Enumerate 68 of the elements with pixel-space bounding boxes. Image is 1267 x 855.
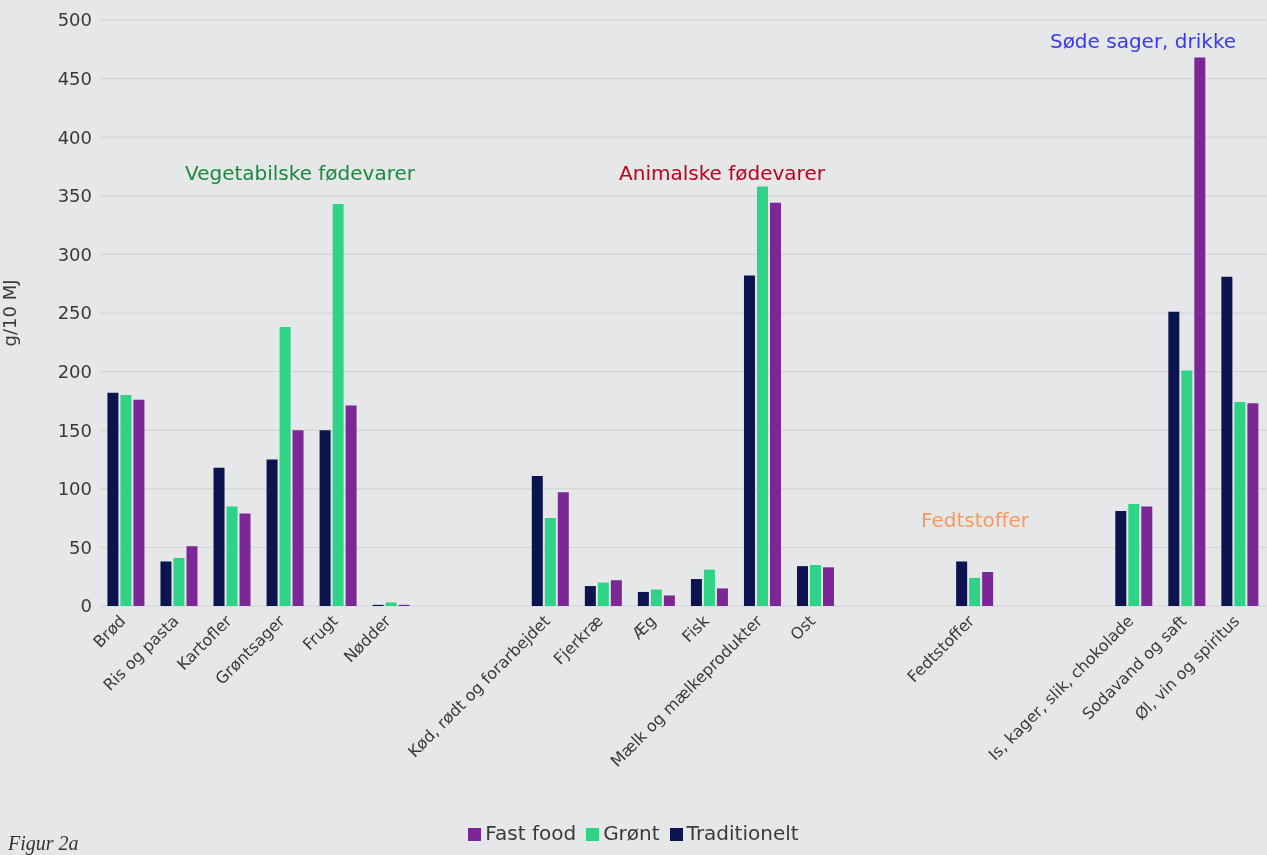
y-tick-label: 400 [57,126,92,148]
bar [531,475,543,606]
bar [292,430,304,606]
x-tick-label: Æg [628,611,660,644]
bar [319,430,331,606]
bar [956,561,968,606]
bar [810,564,822,606]
y-tick-label: 500 [57,9,92,31]
bar [1194,57,1206,606]
y-tick-label: 50 [69,536,92,558]
bar [969,577,981,606]
text: Figur 2a [8,832,79,855]
annotation: Vegetabilske fødevarer [185,161,415,185]
bar [213,467,225,606]
bar [226,506,238,606]
bar [239,513,251,606]
bar [120,395,132,606]
bar [279,327,291,606]
bar [1141,506,1153,606]
bar [756,186,768,606]
bar [743,275,755,606]
y-tick-label: 100 [57,478,92,500]
annotation: Fedtstoffer [920,508,1030,532]
y-tick-label: 300 [57,243,92,265]
y-tick-label: 200 [57,360,92,382]
bar [584,586,596,606]
bar [345,405,357,606]
bar [385,602,397,606]
legend-label: Traditionelt [686,821,799,845]
bar [160,561,172,606]
bar [1234,402,1246,606]
bar [703,569,715,606]
bar [107,392,119,606]
bar [266,459,278,606]
bar [610,580,622,606]
annotation: Animalske fødevarer [619,161,825,185]
y-tick-label: 450 [57,67,92,89]
bar [332,204,344,606]
bar [650,589,662,606]
bar [769,202,781,606]
legend-label: Fast food [485,821,577,845]
bar [690,579,702,606]
bar [637,591,649,606]
y-tick-label: 0 [80,595,92,617]
bar [173,557,185,606]
bar [1181,370,1193,606]
y-tick-label: 250 [57,302,92,324]
bar [557,492,569,606]
bar [1115,511,1127,606]
bar [597,582,609,606]
bar [1221,276,1233,606]
bar [797,566,809,606]
bar [133,399,145,606]
bar [716,588,728,606]
bar [1128,504,1140,606]
bar [1247,403,1259,606]
y-tick-label: 150 [57,419,92,441]
y-axis-title: g/10 MJ [0,279,21,347]
y-tick-label: 350 [57,185,92,207]
annotation: Søde sager, drikke [1049,29,1237,53]
bar [663,595,675,606]
bar [186,546,198,606]
bar [544,518,556,606]
bar [1168,311,1180,606]
bar [982,572,994,606]
bar [823,567,835,606]
legend-label: Grønt [603,821,660,845]
x-tick-label: Ost [786,611,819,645]
